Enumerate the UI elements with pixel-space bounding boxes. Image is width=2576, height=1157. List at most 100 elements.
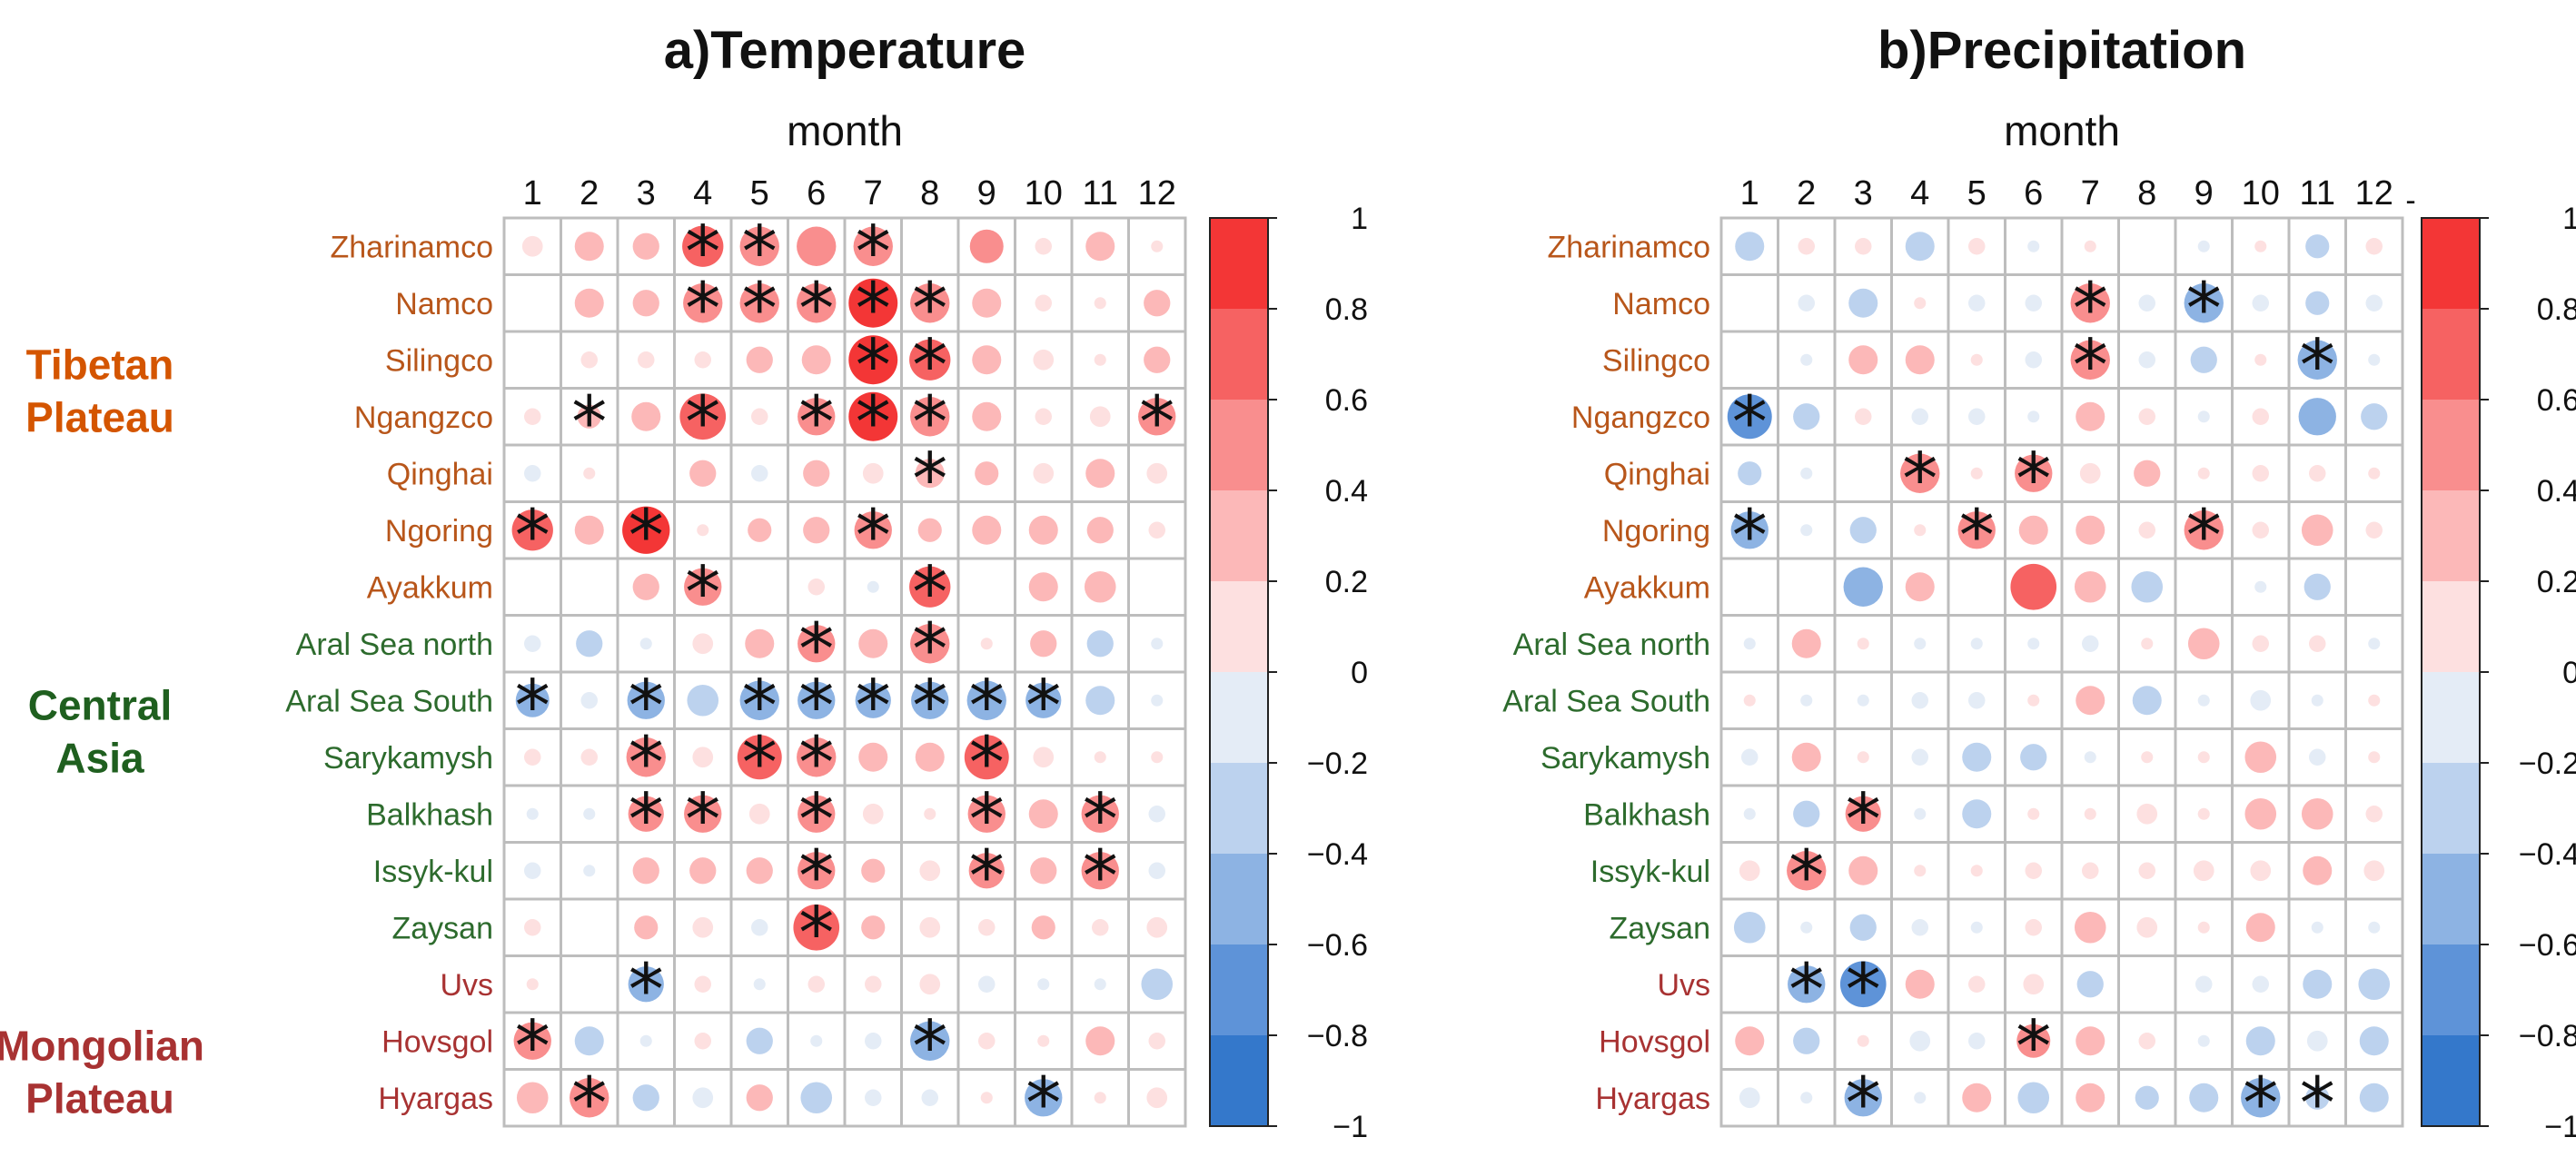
row-label: Aral Sea north — [296, 628, 493, 662]
region-group-labels: Tibetan Plateau Central Asia Mongolian Platea… — [0, 341, 204, 1122]
correlation-dot — [1793, 800, 1820, 827]
row-label: Ngoring — [385, 514, 493, 549]
row-label: Namco — [395, 287, 493, 321]
row-label: Uvs — [440, 968, 493, 1003]
correlation-dot — [966, 680, 1006, 720]
correlation-dot — [1911, 748, 1928, 766]
x-tick-label: 12 — [1138, 174, 1176, 213]
correlation-dot — [1914, 807, 1927, 820]
correlation-dot — [1968, 1033, 1986, 1050]
significance-marker: * — [571, 382, 607, 464]
correlation-dot — [1911, 919, 1928, 936]
correlation-dot — [1800, 694, 1813, 707]
x-tick-label: 10 — [1025, 174, 1063, 213]
correlation-dot — [1968, 408, 1986, 425]
correlation-dot — [1739, 860, 1760, 882]
correlation-dot — [2015, 454, 2053, 492]
row-label: Ayakkum — [1584, 570, 1710, 605]
correlation-dot — [526, 807, 539, 820]
correlation-dot — [2193, 860, 2214, 882]
correlation-dot — [751, 408, 768, 425]
correlation-dot — [2025, 862, 2042, 879]
correlation-dot — [1914, 638, 1927, 650]
correlation-dot — [924, 807, 936, 820]
significance-marker: * — [912, 269, 947, 351]
correlation-dot — [1857, 638, 1869, 650]
correlation-dot — [684, 795, 722, 833]
colorbar-bin — [1210, 581, 1268, 673]
correlation-dot — [1148, 521, 1165, 539]
row-label: Aral Sea South — [285, 684, 493, 718]
correlation-dot — [1970, 638, 1983, 650]
correlation-dot — [978, 975, 996, 993]
correlation-dot — [1094, 297, 1106, 310]
correlation-dot — [1081, 852, 1119, 890]
correlation-dot — [631, 401, 661, 431]
x-tick-label: 4 — [1910, 174, 1929, 213]
colorbar-bin — [1210, 490, 1268, 582]
correlation-dot — [855, 682, 891, 718]
correlation-dot — [858, 628, 888, 658]
correlation-dot — [1843, 567, 1883, 607]
chart-title: b)Precipitation — [1878, 21, 2246, 80]
correlation-dot — [2244, 741, 2277, 774]
correlation-dot — [2132, 686, 2162, 716]
significance-marker: * — [2300, 1063, 2335, 1145]
correlation-dot — [1148, 1033, 1165, 1050]
correlation-dot — [1741, 748, 1759, 766]
correlation-dot — [1092, 919, 1109, 936]
correlation-dot — [737, 735, 782, 780]
correlation-dot — [861, 915, 886, 940]
significance-marker: * — [912, 439, 947, 520]
correlation-dot — [1855, 238, 1872, 255]
correlation-dot — [803, 517, 830, 544]
correlation-dot — [968, 853, 1005, 889]
correlation-dot — [910, 624, 950, 664]
correlation-dot — [1970, 921, 1983, 934]
colorbar-tick-label: 0.4 — [1325, 474, 1368, 509]
correlation-dot — [583, 467, 596, 480]
correlation-dot — [1793, 1027, 1820, 1054]
row-label: Aral Sea South — [1502, 684, 1710, 718]
correlation-dot — [2082, 635, 2099, 652]
correlation-dot — [524, 465, 541, 482]
correlation-dot — [1030, 630, 1057, 658]
correlation-dot — [2305, 291, 2330, 315]
significance-marker: * — [798, 836, 834, 918]
correlation-dot — [639, 638, 652, 650]
correlation-dot — [861, 858, 886, 883]
region-label: Central — [28, 682, 172, 729]
correlation-dot — [692, 747, 714, 768]
correlation-dot — [2131, 570, 2164, 603]
correlation-dot — [632, 857, 659, 885]
significance-marker: * — [2073, 325, 2108, 407]
correlation-dot — [2076, 686, 2105, 716]
significance-marker: * — [1139, 382, 1174, 464]
correlation-dot — [2076, 401, 2105, 431]
correlation-dot — [1848, 345, 1878, 375]
correlation-dot — [2197, 921, 2210, 934]
correlation-dot — [634, 915, 659, 940]
correlation-dot — [2074, 570, 2106, 603]
correlation-dot — [1084, 570, 1116, 603]
correlation-dot — [921, 1089, 938, 1106]
significance-marker: * — [1788, 836, 1824, 918]
correlation-dot — [1094, 1092, 1106, 1104]
colorbar-bin — [1210, 763, 1268, 855]
correlation-dot — [739, 680, 779, 720]
correlation-dot — [854, 511, 892, 549]
correlation-dot — [2138, 521, 2155, 539]
correlation-dot — [2303, 855, 2333, 885]
colorbar-tick-label: 0.6 — [1325, 383, 1368, 418]
correlation-dot — [2136, 803, 2158, 825]
correlation-dot — [2365, 238, 2383, 255]
correlation-dot — [2304, 573, 2331, 600]
correlation-dot — [2306, 1030, 2328, 1052]
correlation-dot — [753, 978, 766, 991]
correlation-dot — [797, 226, 837, 266]
correlation-dot — [2076, 1026, 2105, 1056]
correlation-dot — [810, 1034, 823, 1047]
correlation-dot — [1857, 1034, 1869, 1047]
